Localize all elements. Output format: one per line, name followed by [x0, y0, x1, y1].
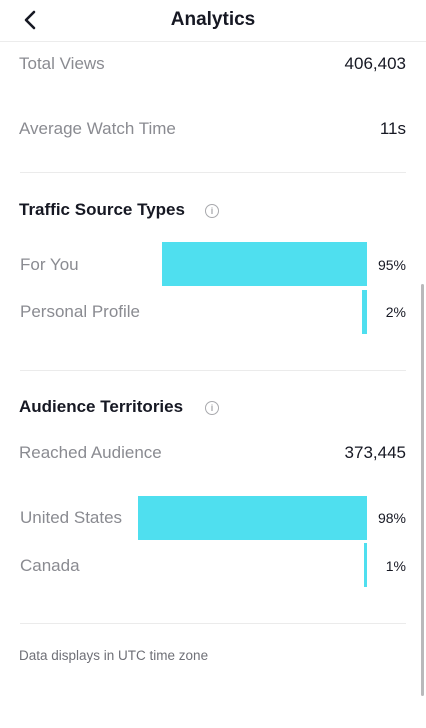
reached-audience-label: Reached Audience [19, 443, 162, 462]
reached-audience-value: 373,445 [344, 443, 406, 462]
divider [20, 172, 406, 173]
traffic-source-title: Traffic Source Types [19, 200, 185, 219]
info-icon[interactable]: i [205, 401, 219, 415]
audience-territories-title: Audience Territories [19, 397, 184, 416]
traffic-bar-personal-profile [362, 290, 367, 334]
page-title: Analytics [170, 9, 256, 30]
traffic-pct-for-you: 95% [377, 257, 406, 273]
traffic-label-personal-profile: Personal Profile [20, 302, 141, 321]
traffic-bar-for-you [162, 242, 367, 286]
total-views-label: Total Views [19, 54, 105, 73]
divider [20, 623, 406, 624]
info-icon[interactable]: i [205, 204, 219, 218]
traffic-label-for-you: For You [20, 255, 79, 274]
territory-label-united-states: United States [20, 508, 123, 527]
divider [20, 370, 406, 371]
territory-bar-united-states [138, 496, 367, 540]
traffic-pct-personal-profile: 2% [385, 304, 406, 320]
scrollbar[interactable] [421, 284, 424, 696]
average-watch-time-label: Average Watch Time [19, 119, 176, 138]
header-bar: Analytics [0, 0, 426, 42]
timezone-footnote: Data displays in UTC time zone [19, 648, 209, 663]
chevron-left-icon [24, 10, 36, 30]
back-button[interactable] [16, 6, 44, 34]
territory-bar-canada [364, 543, 367, 587]
territory-label-canada: Canada [20, 556, 80, 575]
average-watch-time-value: 11s [379, 119, 406, 138]
territory-pct-united-states: 98% [377, 510, 406, 526]
total-views-value: 406,403 [344, 54, 406, 73]
territory-pct-canada: 1% [385, 558, 406, 574]
